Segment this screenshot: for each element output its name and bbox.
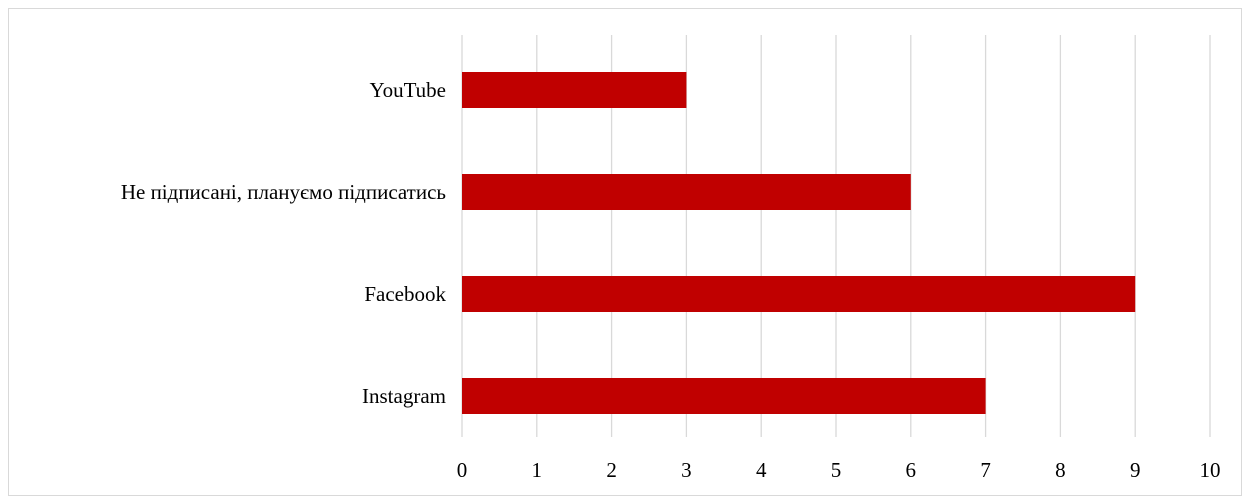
category-labels: YouTube Не підписані, плануємо підписатис…: [121, 78, 447, 408]
x-tick-label: 8: [1055, 458, 1066, 482]
chart-frame: YouTube Не підписані, плануємо підписатис…: [8, 8, 1242, 496]
x-axis-tick-labels: 0 1 2 3 4 5 6 7 8 9 10: [457, 458, 1221, 482]
category-label: Instagram: [362, 384, 446, 408]
bar: [462, 276, 1136, 312]
x-tick-label: 9: [1130, 458, 1141, 482]
x-tick-label: 5: [831, 458, 842, 482]
category-label: Facebook: [364, 282, 446, 306]
x-tick-label: 3: [681, 458, 692, 482]
bar: [462, 72, 687, 108]
x-tick-label: 6: [906, 458, 917, 482]
x-tick-label: 2: [606, 458, 617, 482]
x-tick-label: 1: [532, 458, 543, 482]
category-label: Не підписані, плануємо підписатись: [121, 180, 446, 204]
x-tick-label: 10: [1200, 458, 1221, 482]
x-tick-label: 7: [980, 458, 991, 482]
bar: [462, 378, 986, 414]
x-tick-label: 4: [756, 458, 767, 482]
bar: [462, 174, 911, 210]
category-label: YouTube: [370, 78, 446, 102]
bars: [462, 72, 1136, 414]
bar-chart: YouTube Не підписані, плануємо підписатис…: [121, 35, 1221, 482]
x-tick-label: 0: [457, 458, 468, 482]
